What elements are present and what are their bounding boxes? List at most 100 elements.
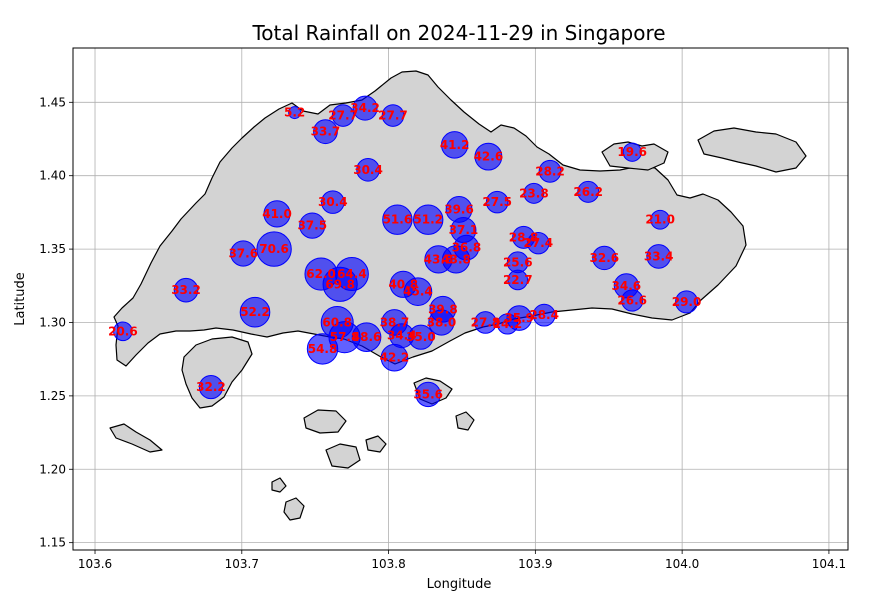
rainfall-value-label-20: 26.2 — [573, 185, 603, 199]
rainfall-marker-13 — [230, 240, 257, 267]
rainfall-value-label-1: 33.7 — [311, 125, 341, 139]
southern-island-5 — [365, 435, 387, 453]
rainfall-marker-34 — [322, 266, 358, 302]
y-axis-ticks: 1.15 1.20 1.25 1.30 1.35 1.40 1.45 — [39, 95, 73, 550]
rainfall-value-label-56: 42.2 — [380, 351, 410, 365]
rainfall-value-label-36: 45.4 — [403, 285, 433, 299]
rainfall-value-label-14: 70.6 — [259, 242, 289, 256]
y-tick-label-2: 1.25 — [39, 389, 66, 403]
rainfall-value-label-40: 29.0 — [672, 295, 702, 309]
rainfall-marker-12 — [299, 212, 326, 239]
rainfall-marker-5 — [356, 158, 380, 182]
rainfall-marker-7 — [474, 142, 503, 171]
rainfall-value-label-24: 27.4 — [523, 236, 553, 250]
x-tick-label-2: 103.8 — [371, 557, 405, 571]
rainfall-marker-37 — [173, 277, 199, 303]
rainfall-marker-42 — [113, 321, 133, 342]
rainfall-marker-56 — [380, 343, 409, 372]
x-tick-label-5: 104.1 — [812, 557, 846, 571]
rainfall-value-label-7: 42.6 — [474, 150, 504, 164]
rainfall-value-label-34: 69.8 — [325, 277, 355, 291]
rainfall-value-label-32: 62.0 — [306, 267, 336, 281]
rainfall-marker-29 — [441, 245, 471, 274]
x-tick-label-0: 103.6 — [78, 557, 112, 571]
y-tick-label-0: 1.15 — [39, 536, 66, 550]
rainfall-value-label-10: 30.4 — [318, 195, 348, 209]
x-tick-label-1: 103.7 — [225, 557, 259, 571]
rainfall-marker-54 — [408, 324, 434, 350]
rainfall-value-label-25: 21.0 — [645, 213, 675, 227]
rainfall-marker-2 — [331, 104, 355, 127]
rainfall-value-label-55: 54.8 — [308, 342, 338, 356]
rainfall-value-label-5: 30.4 — [353, 163, 383, 177]
rainfall-value-label-45: 28.4 — [529, 308, 559, 322]
rainfall-value-label-37: 33.2 — [171, 283, 201, 297]
rainfall-value-label-28: 43.8 — [424, 252, 454, 266]
rainfall-marker-9 — [622, 142, 642, 162]
rainfall-value-label-27: 33.4 — [644, 249, 674, 263]
western-islet — [109, 423, 163, 453]
rainfall-marker-36 — [403, 277, 433, 306]
rainfall-value-label-26: 32.6 — [590, 251, 620, 265]
rainfall-marker-1 — [313, 119, 338, 145]
rainfall-value-label-46: 60.8 — [322, 315, 352, 329]
y-tick-label-5: 1.40 — [39, 169, 66, 183]
rainfall-value-label-8: 28.2 — [535, 164, 565, 178]
rainfall-value-label-13: 37.6 — [228, 246, 258, 260]
rainfall-marker-40 — [675, 290, 699, 314]
rainfall-value-label-0: 5.2 — [284, 106, 305, 120]
rainfall-value-label-51: 57.8 — [330, 330, 360, 344]
rainfall-value-labels: 5.2 33.7 27.734.227.7 30.4 41.2 42.6 28.2 19.6 3… — [108, 101, 701, 401]
rainfall-value-label-44: 35.9 — [504, 311, 534, 325]
rainfall-value-label-4: 27.7 — [378, 109, 408, 123]
rainfall-value-label-53: 34.4 — [387, 329, 417, 343]
rainfall-marker-57 — [198, 374, 224, 400]
rainfall-marker-52 — [351, 322, 382, 352]
rainfall-value-label-57: 32.2 — [196, 380, 226, 394]
y-tick-label-6: 1.45 — [39, 95, 66, 109]
southern-island-6 — [455, 411, 475, 431]
x-axis-label: Longitude — [427, 577, 492, 592]
rainfall-value-label-38: 34.6 — [612, 279, 642, 293]
southern-island-1 — [303, 409, 347, 434]
rainfall-value-label-31: 22.7 — [503, 273, 533, 287]
rainfall-marker-14 — [256, 231, 292, 267]
rainfall-marker-58 — [415, 381, 441, 408]
y-tick-label-4: 1.35 — [39, 242, 66, 256]
rainfall-marker-4 — [381, 104, 405, 127]
rainfall-value-label-35: 40.8 — [388, 277, 418, 291]
x-tick-label-3: 103.9 — [518, 557, 552, 571]
rainfall-value-label-16: 51.2 — [413, 213, 443, 227]
rainfall-value-label-3: 34.2 — [350, 101, 380, 115]
southern-island-2 — [325, 443, 361, 469]
rainfall-value-label-49: 27.8 — [471, 315, 501, 329]
rainfall-value-label-23: 28.8 — [509, 230, 539, 244]
rainfall-value-label-39: 26.6 — [617, 293, 647, 307]
rainfall-marker-10 — [321, 190, 345, 214]
rainfall-value-label-52: 48.6 — [352, 330, 382, 344]
rainfall-value-label-21: 37.1 — [449, 223, 479, 237]
rainfall-value-label-43: 52.2 — [240, 305, 270, 319]
rainfall-marker-48 — [428, 309, 455, 336]
rainfall-value-label-47: 38.7 — [380, 315, 410, 329]
rainfall-marker-8 — [538, 159, 562, 183]
rainfall-value-label-58: 35.6 — [413, 387, 443, 401]
plot-frame — [72, 47, 849, 551]
rainfall-value-label-41: 39.8 — [428, 302, 458, 316]
rainfall-value-label-33: 64.4 — [337, 267, 367, 281]
chart-title: Total Rainfall on 2024-11-29 in Singapor… — [251, 21, 665, 45]
rainfall-marker-25 — [650, 209, 671, 230]
rainfall-value-label-6: 41.2 — [440, 138, 470, 152]
rainfall-marker-3 — [352, 95, 378, 121]
rainfall-value-label-17: 39.6 — [444, 202, 474, 216]
x-axis-ticks: 103.6 103.7 103.8 103.9 104.0 104.1 — [78, 550, 846, 571]
rainfall-markers — [113, 95, 699, 408]
rainfall-value-label-15: 51.6 — [383, 213, 413, 227]
rainfall-marker-18 — [485, 190, 509, 214]
southern-island-4 — [271, 477, 287, 493]
rainfall-value-label-2: 27.7 — [328, 109, 358, 123]
rainfall-value-label-18: 27.5 — [482, 195, 512, 209]
rainfall-value-label-48: 38.0 — [427, 315, 457, 329]
rainfall-value-label-42: 20.6 — [108, 324, 138, 338]
